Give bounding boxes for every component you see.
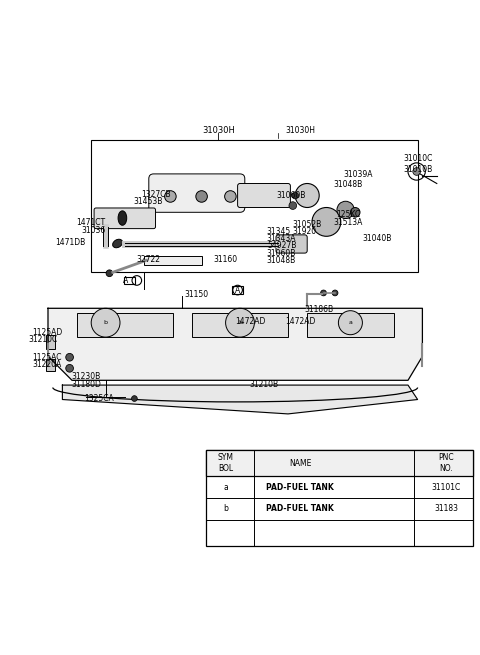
Text: 31343A: 31343A bbox=[267, 234, 296, 243]
Text: 31036: 31036 bbox=[81, 225, 106, 234]
Text: 31230B: 31230B bbox=[71, 372, 100, 381]
Circle shape bbox=[338, 310, 362, 335]
Text: 31039A: 31039A bbox=[343, 170, 372, 179]
Circle shape bbox=[106, 270, 113, 276]
Text: NAME: NAME bbox=[289, 458, 311, 468]
Text: 31052B: 31052B bbox=[293, 220, 322, 229]
Bar bbox=[46, 359, 55, 371]
Text: PAD-FUEL TANK: PAD-FUEL TANK bbox=[266, 483, 334, 492]
Circle shape bbox=[337, 201, 354, 219]
Text: a: a bbox=[348, 320, 352, 325]
Bar bbox=[46, 335, 55, 349]
Bar bbox=[206, 450, 473, 476]
Circle shape bbox=[196, 191, 207, 202]
Circle shape bbox=[295, 183, 319, 208]
Text: 1472AD: 1472AD bbox=[286, 317, 316, 326]
Text: 31180D: 31180D bbox=[71, 380, 101, 388]
Text: 31513A: 31513A bbox=[334, 218, 363, 227]
Circle shape bbox=[66, 364, 73, 372]
Bar bbox=[192, 313, 288, 337]
Text: 54927B: 54927B bbox=[267, 242, 296, 250]
Polygon shape bbox=[62, 385, 418, 414]
Text: 31048B: 31048B bbox=[334, 180, 363, 189]
Circle shape bbox=[413, 168, 420, 176]
Text: 31345: 31345 bbox=[267, 227, 291, 236]
Text: 1325CA: 1325CA bbox=[84, 394, 114, 403]
Text: PAD-FUEL TANK: PAD-FUEL TANK bbox=[266, 504, 334, 514]
Ellipse shape bbox=[113, 239, 122, 248]
Text: 31040B: 31040B bbox=[362, 234, 392, 243]
Circle shape bbox=[292, 192, 299, 199]
Text: 31048B: 31048B bbox=[267, 256, 296, 265]
FancyBboxPatch shape bbox=[149, 174, 245, 212]
Text: 1471DB: 1471DB bbox=[55, 238, 85, 247]
Text: SYM
BOL: SYM BOL bbox=[217, 453, 234, 473]
Text: 1472AD: 1472AD bbox=[235, 317, 265, 326]
Circle shape bbox=[91, 309, 120, 337]
Text: 31183: 31183 bbox=[434, 504, 458, 514]
Text: 31010C: 31010C bbox=[403, 154, 432, 163]
Text: b: b bbox=[223, 504, 228, 514]
Bar bbox=[144, 257, 202, 265]
Bar bbox=[206, 450, 473, 546]
Text: 31220A: 31220A bbox=[33, 360, 62, 369]
Bar bbox=[232, 286, 243, 294]
Text: 31150: 31150 bbox=[185, 290, 209, 299]
Text: 31010B: 31010B bbox=[403, 164, 432, 174]
Text: 125KC: 125KC bbox=[336, 210, 360, 219]
Bar bbox=[91, 140, 418, 272]
Circle shape bbox=[226, 309, 254, 337]
Text: b: b bbox=[104, 320, 108, 325]
Circle shape bbox=[332, 290, 338, 296]
Text: 31210B: 31210B bbox=[250, 380, 279, 388]
Text: 31030H: 31030H bbox=[202, 126, 235, 135]
FancyBboxPatch shape bbox=[94, 208, 156, 229]
Text: PNC
NO.: PNC NO. bbox=[439, 453, 454, 473]
Circle shape bbox=[289, 202, 297, 210]
Text: 1327CB: 1327CB bbox=[142, 189, 171, 198]
Ellipse shape bbox=[118, 211, 127, 225]
Text: A: A bbox=[123, 276, 128, 285]
Text: 1125AD: 1125AD bbox=[33, 328, 63, 337]
Text: b: b bbox=[238, 320, 242, 325]
Bar bbox=[307, 313, 394, 337]
Text: 31210C: 31210C bbox=[29, 335, 58, 344]
Polygon shape bbox=[48, 309, 422, 381]
FancyBboxPatch shape bbox=[276, 235, 307, 253]
Text: 31920: 31920 bbox=[293, 227, 317, 236]
Circle shape bbox=[312, 208, 341, 236]
Bar bbox=[77, 313, 173, 337]
Text: 31101C: 31101C bbox=[432, 483, 461, 492]
Bar bbox=[124, 276, 135, 284]
Circle shape bbox=[165, 191, 176, 202]
Text: 31186B: 31186B bbox=[305, 305, 334, 314]
FancyBboxPatch shape bbox=[238, 183, 290, 208]
Text: a: a bbox=[223, 483, 228, 492]
Text: 31060B: 31060B bbox=[267, 249, 296, 257]
Circle shape bbox=[350, 208, 360, 217]
Text: 31453B: 31453B bbox=[133, 197, 163, 206]
Circle shape bbox=[225, 191, 236, 202]
Text: 1471CT: 1471CT bbox=[76, 218, 106, 227]
Circle shape bbox=[66, 354, 73, 361]
Text: 31160: 31160 bbox=[214, 255, 238, 264]
Text: A: A bbox=[235, 286, 240, 295]
Text: 31030H: 31030H bbox=[286, 126, 316, 135]
Text: 31060B: 31060B bbox=[276, 191, 305, 200]
Circle shape bbox=[321, 290, 326, 296]
Circle shape bbox=[132, 396, 137, 402]
Text: 32722: 32722 bbox=[137, 255, 161, 264]
Text: 1125AC: 1125AC bbox=[33, 353, 62, 362]
